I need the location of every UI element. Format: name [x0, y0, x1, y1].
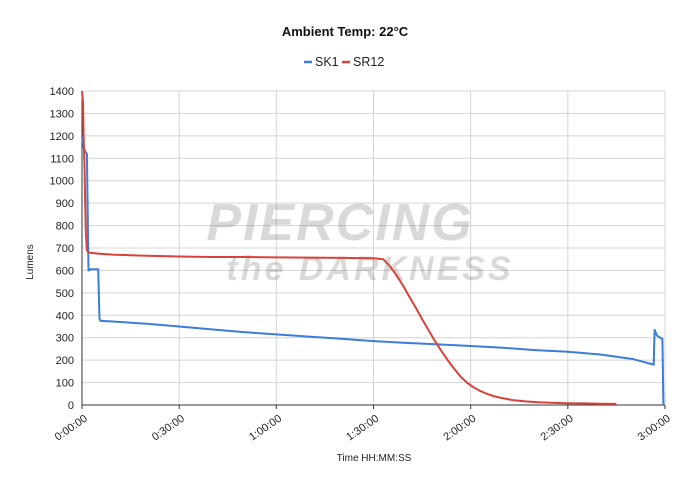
- axes: [81, 91, 666, 409]
- y-tick-label: 500: [56, 288, 74, 300]
- y-axis-label: Lumens: [25, 244, 36, 280]
- series-line-sr12: [81, 90, 617, 405]
- y-tick-label: 0: [68, 400, 74, 412]
- y-tick-labels: 0 100 200 300 400 500 600 700 800 900 1000 1100 1200…: [50, 86, 74, 412]
- y-tick-label: 1000: [50, 176, 74, 188]
- y-tick-label: 1300: [50, 108, 74, 120]
- x-tick-label: 0:00:00: [53, 413, 90, 444]
- legend-label-sr12: SR12: [353, 55, 384, 69]
- x-tick-label: 0:30:00: [150, 413, 187, 444]
- x-tick-label: 2:00:00: [441, 413, 478, 444]
- y-tick-label: 200: [56, 355, 74, 367]
- legend: SK1 SR12: [304, 55, 384, 69]
- gridlines: [82, 90, 666, 405]
- y-tick-label: 100: [56, 378, 74, 390]
- x-tick-label: 1:30:00: [344, 413, 381, 444]
- y-tick-label: 900: [56, 198, 74, 210]
- x-tick-label: 3:00:00: [636, 413, 673, 444]
- series-line-sk1: [81, 135, 665, 406]
- x-tick-label: 2:30:00: [539, 413, 576, 444]
- y-tick-label: 1100: [50, 153, 74, 165]
- x-axis-label: Time HH:MM:SS: [337, 453, 412, 464]
- watermark-logo: PIERCING the DARKNESS: [206, 194, 513, 288]
- y-tick-label: 1400: [50, 86, 74, 98]
- y-tick-label: 300: [56, 333, 74, 345]
- legend-label-sk1: SK1: [315, 55, 339, 69]
- y-tick-label: 800: [56, 221, 74, 233]
- y-tick-label: 700: [56, 243, 74, 255]
- watermark-text-sub: the DARKNESS: [226, 250, 513, 288]
- y-tick-label: 1200: [50, 131, 74, 143]
- x-tick-label: 1:00:00: [247, 413, 284, 444]
- chart-title: Ambient Temp: 22°C: [282, 24, 409, 39]
- watermark-text-main: PIERCING: [206, 194, 473, 252]
- y-tick-label: 400: [56, 310, 74, 322]
- x-tick-labels: 0:00:00 0:30:00 1:00:00 1:30:00 2:00:00 2:30:…: [53, 413, 673, 444]
- y-tick-label: 600: [56, 265, 74, 277]
- series-lines: [81, 90, 665, 406]
